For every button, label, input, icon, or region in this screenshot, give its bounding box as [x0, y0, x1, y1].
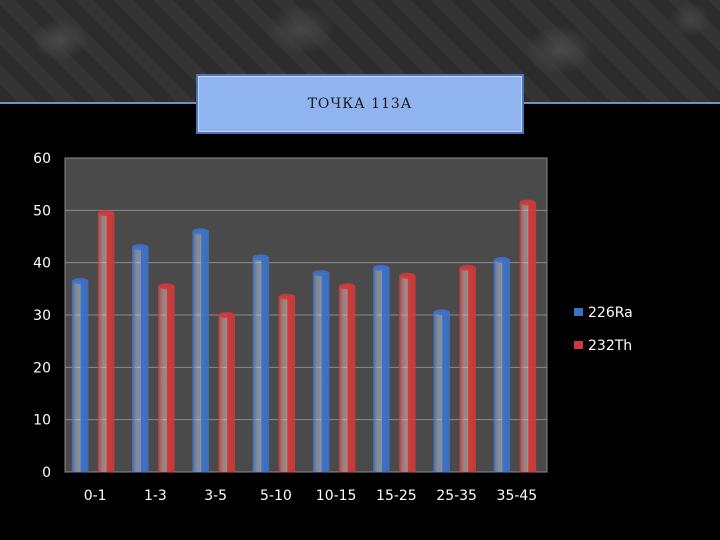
legend: 226Ra 232Th	[574, 305, 633, 354]
legend-swatch-232th	[574, 341, 583, 349]
bar-chart: 0 10 20 30 40 50 60 0-1 1-3 3-5 5-10 10-15 15-25 25-…	[33, 151, 633, 504]
bar-cap	[158, 283, 175, 290]
bar-cap	[339, 283, 356, 290]
y-axis-ticks: 0 10 20 30 40 50 60	[33, 151, 51, 481]
y-tick-label: 30	[33, 308, 51, 324]
y-tick-label: 60	[33, 151, 51, 167]
bar-232th-1-3	[158, 285, 175, 473]
bar-226ra-25-35	[433, 312, 450, 473]
bar-cap	[192, 228, 209, 235]
y-tick-label: 20	[33, 360, 51, 376]
bar-cap	[519, 199, 536, 206]
bar-226ra-10-15	[312, 272, 330, 473]
bar-226ra-5-10	[252, 257, 270, 473]
bar-cap	[313, 270, 330, 277]
x-tick-label: 10-15	[316, 488, 357, 504]
x-tick-label: 35-45	[497, 488, 538, 504]
bar-226ra-1-3	[132, 246, 149, 473]
page-title: ТОЧКА 113А	[307, 96, 413, 112]
x-tick-label: 3-5	[204, 488, 227, 504]
bar-cap	[218, 312, 235, 318]
bar-226ra-3-5	[192, 231, 209, 473]
y-tick-label: 0	[42, 465, 51, 481]
x-axis-ticks: 0-1 1-3 3-5 5-10 10-15 15-25 25-35 35-45	[84, 488, 538, 504]
bar-cap	[278, 293, 295, 300]
title-box: ТОЧКА 113А	[196, 74, 524, 134]
bar-232th-3-5	[218, 314, 235, 473]
bar-cap	[459, 264, 476, 271]
bar-232th-0-1	[97, 212, 115, 473]
bar-232th-15-25	[399, 275, 416, 473]
bar-232th-5-10	[278, 296, 296, 473]
bar-cap	[493, 257, 510, 264]
bar-cap	[72, 277, 89, 284]
bar-232th-35-45	[519, 202, 537, 473]
bar-226ra-35-45	[493, 259, 511, 473]
bar-226ra-0-1	[71, 280, 89, 473]
x-tick-label: 5-10	[260, 488, 292, 504]
x-tick-label: 15-25	[376, 488, 417, 504]
bar-232th-25-35	[459, 267, 476, 473]
x-tick-label: 0-1	[84, 488, 107, 504]
y-tick-label: 50	[33, 203, 51, 219]
bar-226ra-15-25	[373, 267, 390, 473]
y-tick-label: 40	[33, 256, 51, 272]
bar-232th-10-15	[338, 285, 356, 473]
legend-swatch-226ra	[574, 308, 583, 316]
bar-cap	[373, 264, 390, 271]
bar-cap	[98, 209, 115, 216]
y-tick-label: 10	[33, 413, 51, 429]
x-tick-label: 25-35	[436, 488, 477, 504]
bars	[71, 199, 537, 473]
bar-cap	[399, 272, 416, 279]
bar-cap	[433, 309, 450, 316]
bar-cap	[132, 243, 149, 250]
x-tick-label: 1-3	[144, 488, 167, 504]
legend-label-226ra: 226Ra	[588, 305, 633, 321]
bar-cap	[252, 254, 269, 261]
legend-label-232th: 232Th	[588, 338, 632, 354]
